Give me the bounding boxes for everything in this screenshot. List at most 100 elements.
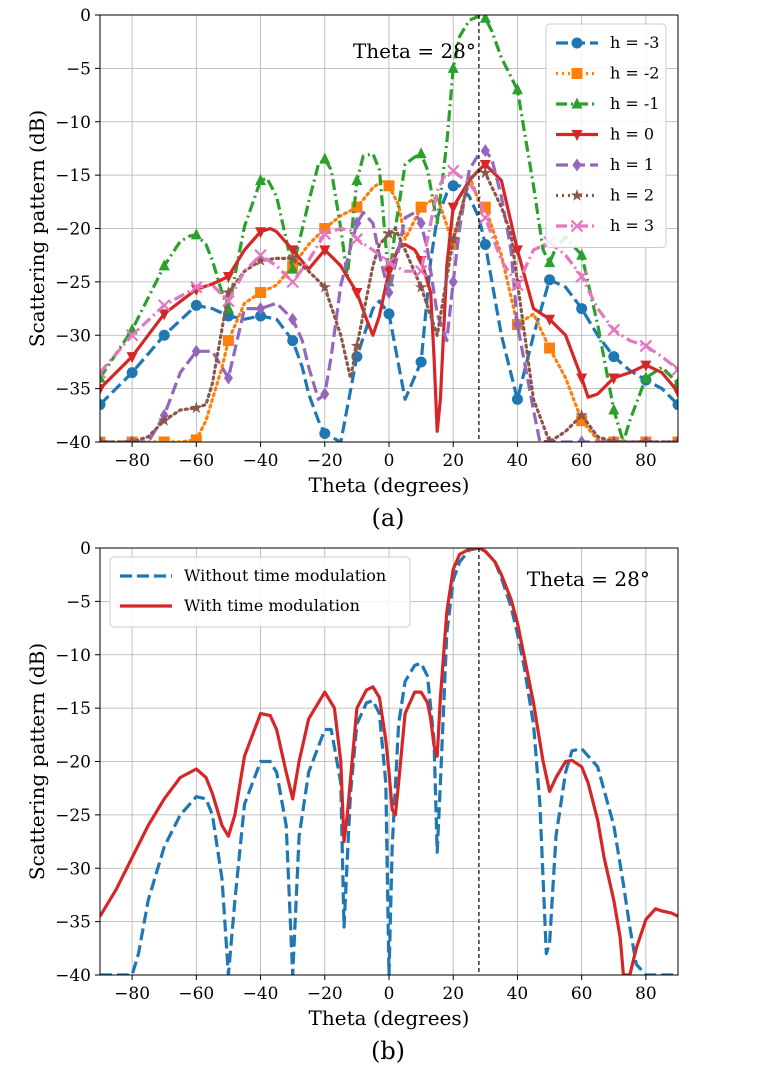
- data-point-5: [671, 435, 678, 442]
- data-point-3: [640, 360, 652, 372]
- data-point-2: [576, 248, 588, 260]
- legend-label: h = -3: [610, 33, 659, 52]
- data-point-6: [575, 270, 588, 283]
- x-tick-label: 0: [384, 451, 395, 471]
- data-point-0: [190, 299, 202, 311]
- data-point-6: [607, 323, 621, 337]
- data-point-5: [286, 251, 299, 264]
- data-point-6: [414, 264, 428, 278]
- legend-marker: [571, 68, 583, 79]
- legend: Without time modulation With time modulat…: [109, 556, 411, 628]
- y-tick-label: −30: [55, 326, 91, 346]
- x-tick-label: −20: [307, 984, 343, 1004]
- data-point-1: [190, 434, 202, 442]
- data-point-0: [479, 239, 491, 251]
- x-tick-label: 80: [635, 451, 657, 471]
- x-tick-label: 80: [635, 984, 657, 1004]
- data-point-4: [512, 318, 522, 332]
- data-point-3: [447, 202, 459, 214]
- data-point-1: [255, 287, 267, 299]
- data-point-1: [158, 436, 170, 442]
- data-point-2: [190, 228, 202, 240]
- y-tick-label: 0: [80, 6, 91, 26]
- series-line-1: [100, 173, 678, 442]
- x-tick-label: 20: [442, 451, 464, 471]
- data-point-3: [511, 245, 523, 257]
- data-point-6: [318, 227, 332, 241]
- data-point-2: [544, 256, 556, 268]
- panel-label: (b): [371, 1037, 405, 1065]
- x-axis-label: Theta (degrees): [309, 473, 470, 497]
- data-point-1: [479, 201, 491, 213]
- data-point-4: [577, 435, 587, 442]
- data-point-4: [480, 144, 490, 158]
- data-point-3: [158, 309, 170, 321]
- theta-annotation: Theta = 28°: [527, 567, 650, 591]
- data-point-2: [158, 259, 170, 271]
- data-point-1: [544, 342, 556, 354]
- x-tick-label: 0: [384, 984, 395, 1004]
- data-point-4: [352, 216, 362, 230]
- panel-label: (a): [371, 504, 404, 532]
- y-tick-label: −30: [55, 859, 91, 879]
- data-point-0: [158, 329, 170, 341]
- x-axis-label: Theta (degrees): [309, 1006, 470, 1030]
- y-tick-label: −5: [66, 59, 91, 79]
- legend-label: h = 2: [610, 186, 654, 205]
- chart-b: −80 −60 −40 −20 0 20 40 60 80 0 −5 −10 −15 −20 −25 −30 −…: [25, 539, 679, 1065]
- data-point-2: [640, 371, 652, 383]
- data-point-6: [254, 248, 267, 262]
- data-point-5: [543, 435, 556, 442]
- data-point-5: [414, 280, 428, 293]
- data-point-6: [190, 280, 203, 294]
- series-group: [100, 548, 678, 975]
- data-point-4: [288, 312, 298, 326]
- data-point-4: [448, 275, 458, 289]
- data-point-4: [256, 302, 266, 316]
- y-tick-label: −20: [55, 753, 91, 773]
- data-point-5: [222, 286, 235, 298]
- legend-marker: [571, 130, 583, 141]
- data-point-0: [287, 335, 299, 347]
- data-point-4: [416, 216, 426, 230]
- data-point-3: [576, 373, 588, 385]
- x-tick-label: 40: [507, 451, 529, 471]
- data-point-1: [447, 239, 459, 251]
- x-tick-label: 60: [571, 984, 593, 1004]
- data-point-0: [608, 351, 620, 363]
- data-point-5: [254, 254, 267, 266]
- data-point-5: [350, 339, 364, 352]
- legend-label: h = -2: [610, 64, 659, 83]
- data-point-6: [125, 328, 139, 342]
- x-tick-label: −80: [114, 451, 150, 471]
- x-tick-label: −60: [178, 984, 214, 1004]
- data-point-5: [190, 401, 203, 414]
- data-point-6: [382, 256, 396, 269]
- y-tick-label: −25: [55, 273, 91, 293]
- data-point-1: [100, 436, 106, 442]
- data-point-5: [479, 166, 492, 179]
- data-point-2: [287, 262, 299, 274]
- data-point-6: [222, 294, 235, 308]
- data-point-0: [672, 399, 678, 411]
- x-tick-label: 60: [571, 451, 593, 471]
- data-point-6: [479, 211, 492, 225]
- data-point-5: [125, 435, 139, 442]
- x-tick-label: −40: [243, 984, 279, 1004]
- data-point-1: [415, 201, 427, 213]
- data-point-5: [575, 408, 588, 421]
- data-point-1: [672, 436, 678, 442]
- data-point-6: [671, 363, 678, 376]
- data-point-5: [158, 414, 171, 426]
- data-point-3: [479, 159, 491, 171]
- data-point-3: [672, 387, 678, 399]
- data-point-3: [255, 227, 267, 239]
- legend-label: h = 0: [610, 125, 654, 144]
- data-point-5: [318, 280, 331, 293]
- x-tick-label: −80: [114, 984, 150, 1004]
- series-line-5: [100, 168, 678, 442]
- data-point-1: [351, 201, 363, 213]
- data-point-5: [447, 232, 460, 245]
- data-point-1: [222, 335, 234, 347]
